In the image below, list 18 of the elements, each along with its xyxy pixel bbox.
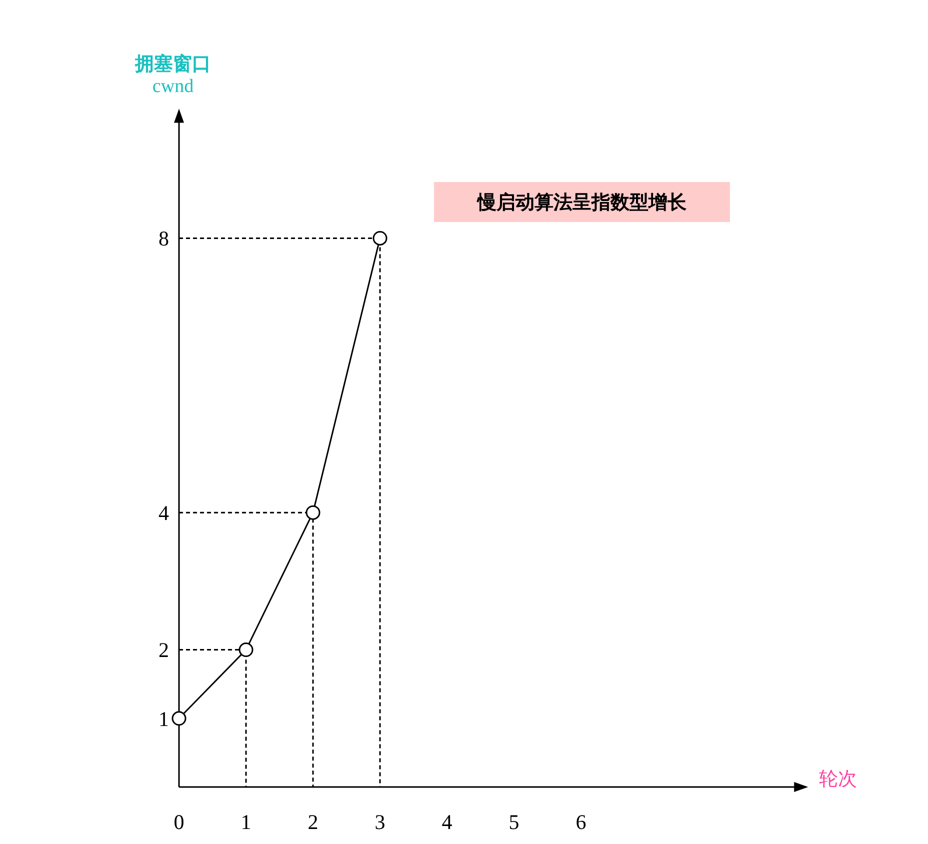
- x-tick-label: 2: [308, 810, 318, 834]
- y-tick-label: 8: [158, 226, 169, 251]
- y-tick-label: 2: [158, 638, 169, 662]
- x-tick-label: 0: [174, 810, 184, 834]
- y-axis-title: 拥塞窗口 cwnd: [134, 53, 211, 97]
- x-axis-title: 轮次: [819, 769, 858, 790]
- annotation: 慢启动算法呈指数型增长: [476, 192, 688, 214]
- point: [172, 711, 186, 726]
- x-tick-label: 4: [442, 810, 453, 834]
- x-tick-label: 3: [374, 810, 386, 834]
- point: [372, 230, 388, 246]
- point: [238, 642, 254, 658]
- x-tick-label: 6: [576, 810, 586, 834]
- x-tick-label: 1: [240, 810, 252, 834]
- point: [306, 505, 320, 520]
- y-tick-label: 4: [158, 500, 170, 525]
- x-tick-label: 5: [508, 810, 520, 834]
- y-tick-label: 1: [158, 706, 169, 731]
